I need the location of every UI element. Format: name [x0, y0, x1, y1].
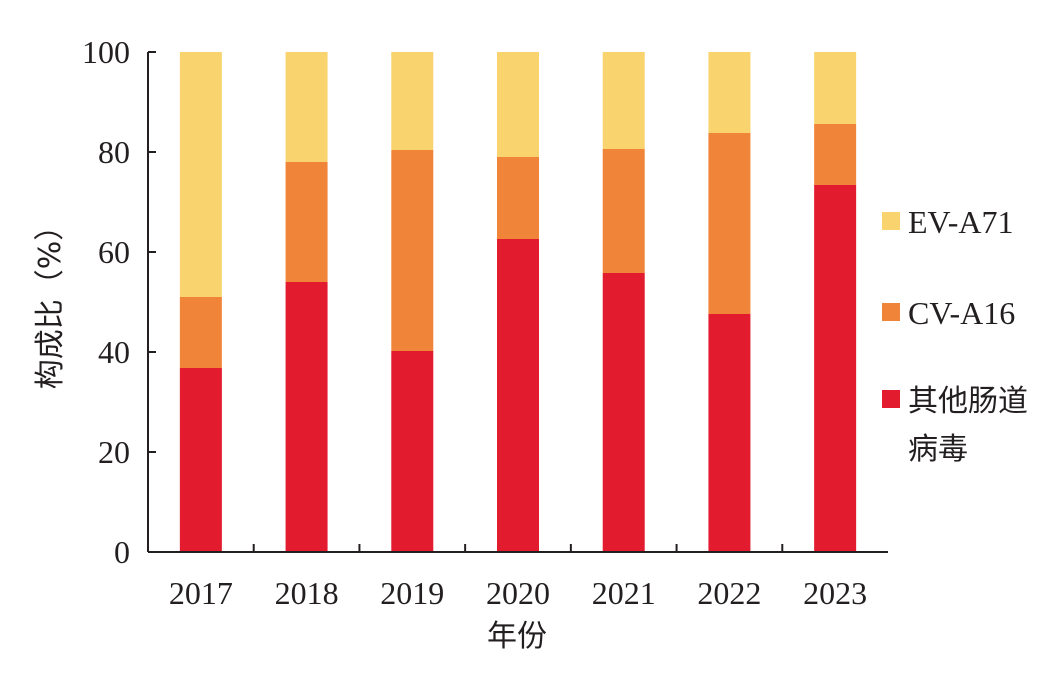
bar-segment-2018-series-1 — [285, 162, 328, 282]
legend-label: 病毒 — [908, 432, 968, 467]
y-tick-label: 60 — [98, 234, 130, 270]
bar-segment-2021-series-2 — [602, 52, 645, 149]
bar-segment-2022-series-0 — [708, 314, 751, 552]
bar-segment-2020-series-2 — [497, 52, 539, 157]
x-tick-label: 2020 — [486, 575, 550, 611]
x-tick-label: 2022 — [697, 575, 761, 611]
legend-swatch — [882, 303, 900, 321]
bar-segment-2018-series-0 — [285, 282, 328, 552]
bar-segment-2020-series-0 — [497, 239, 539, 552]
x-axis-title: 年份 — [487, 619, 547, 654]
bar-segment-2022-series-1 — [708, 133, 751, 314]
legend-label: CV-A16 — [908, 295, 1015, 331]
bar-segment-2019-series-0 — [391, 351, 434, 552]
bar-segment-2017-series-1 — [179, 297, 222, 368]
bar-segment-2021-series-0 — [602, 273, 645, 552]
y-tick-label: 20 — [98, 434, 130, 470]
legend-label: EV-A71 — [908, 204, 1013, 240]
bar-segment-2021-series-1 — [602, 149, 645, 273]
bar-segment-2023-series-1 — [814, 124, 857, 185]
bar-segment-2023-series-2 — [814, 52, 857, 124]
bar-segment-2017-series-0 — [179, 368, 222, 552]
legend-swatch — [882, 390, 900, 408]
bars-layer — [179, 52, 857, 552]
y-tick-label: 100 — [82, 34, 130, 70]
x-tick-label: 2023 — [803, 575, 867, 611]
bar-segment-2022-series-2 — [708, 52, 751, 133]
x-tick-label: 2019 — [380, 575, 444, 611]
ticks-layer: 0 20 40 60 80 100 2017 2018 2019 2020 2021 2022 2023 — [82, 34, 867, 611]
legend-label: 其他肠道 — [908, 384, 1028, 419]
x-tick-label: 2018 — [275, 575, 339, 611]
legend-swatch — [882, 212, 900, 230]
bar-segment-2018-series-2 — [285, 52, 328, 162]
x-tick-label: 2021 — [592, 575, 656, 611]
y-axis-title: 构成比（%） — [33, 211, 68, 390]
bar-segment-2020-series-1 — [497, 157, 539, 239]
bar-segment-2023-series-0 — [814, 185, 857, 552]
bar-segment-2019-series-1 — [391, 150, 434, 351]
y-tick-label: 0 — [114, 534, 130, 570]
axes-layer — [147, 52, 888, 553]
y-tick-label: 40 — [98, 334, 130, 370]
x-tick-label: 2017 — [169, 575, 233, 611]
bar-segment-2019-series-2 — [391, 52, 434, 150]
y-tick-label: 80 — [98, 134, 130, 170]
bar-segment-2017-series-2 — [179, 52, 222, 297]
